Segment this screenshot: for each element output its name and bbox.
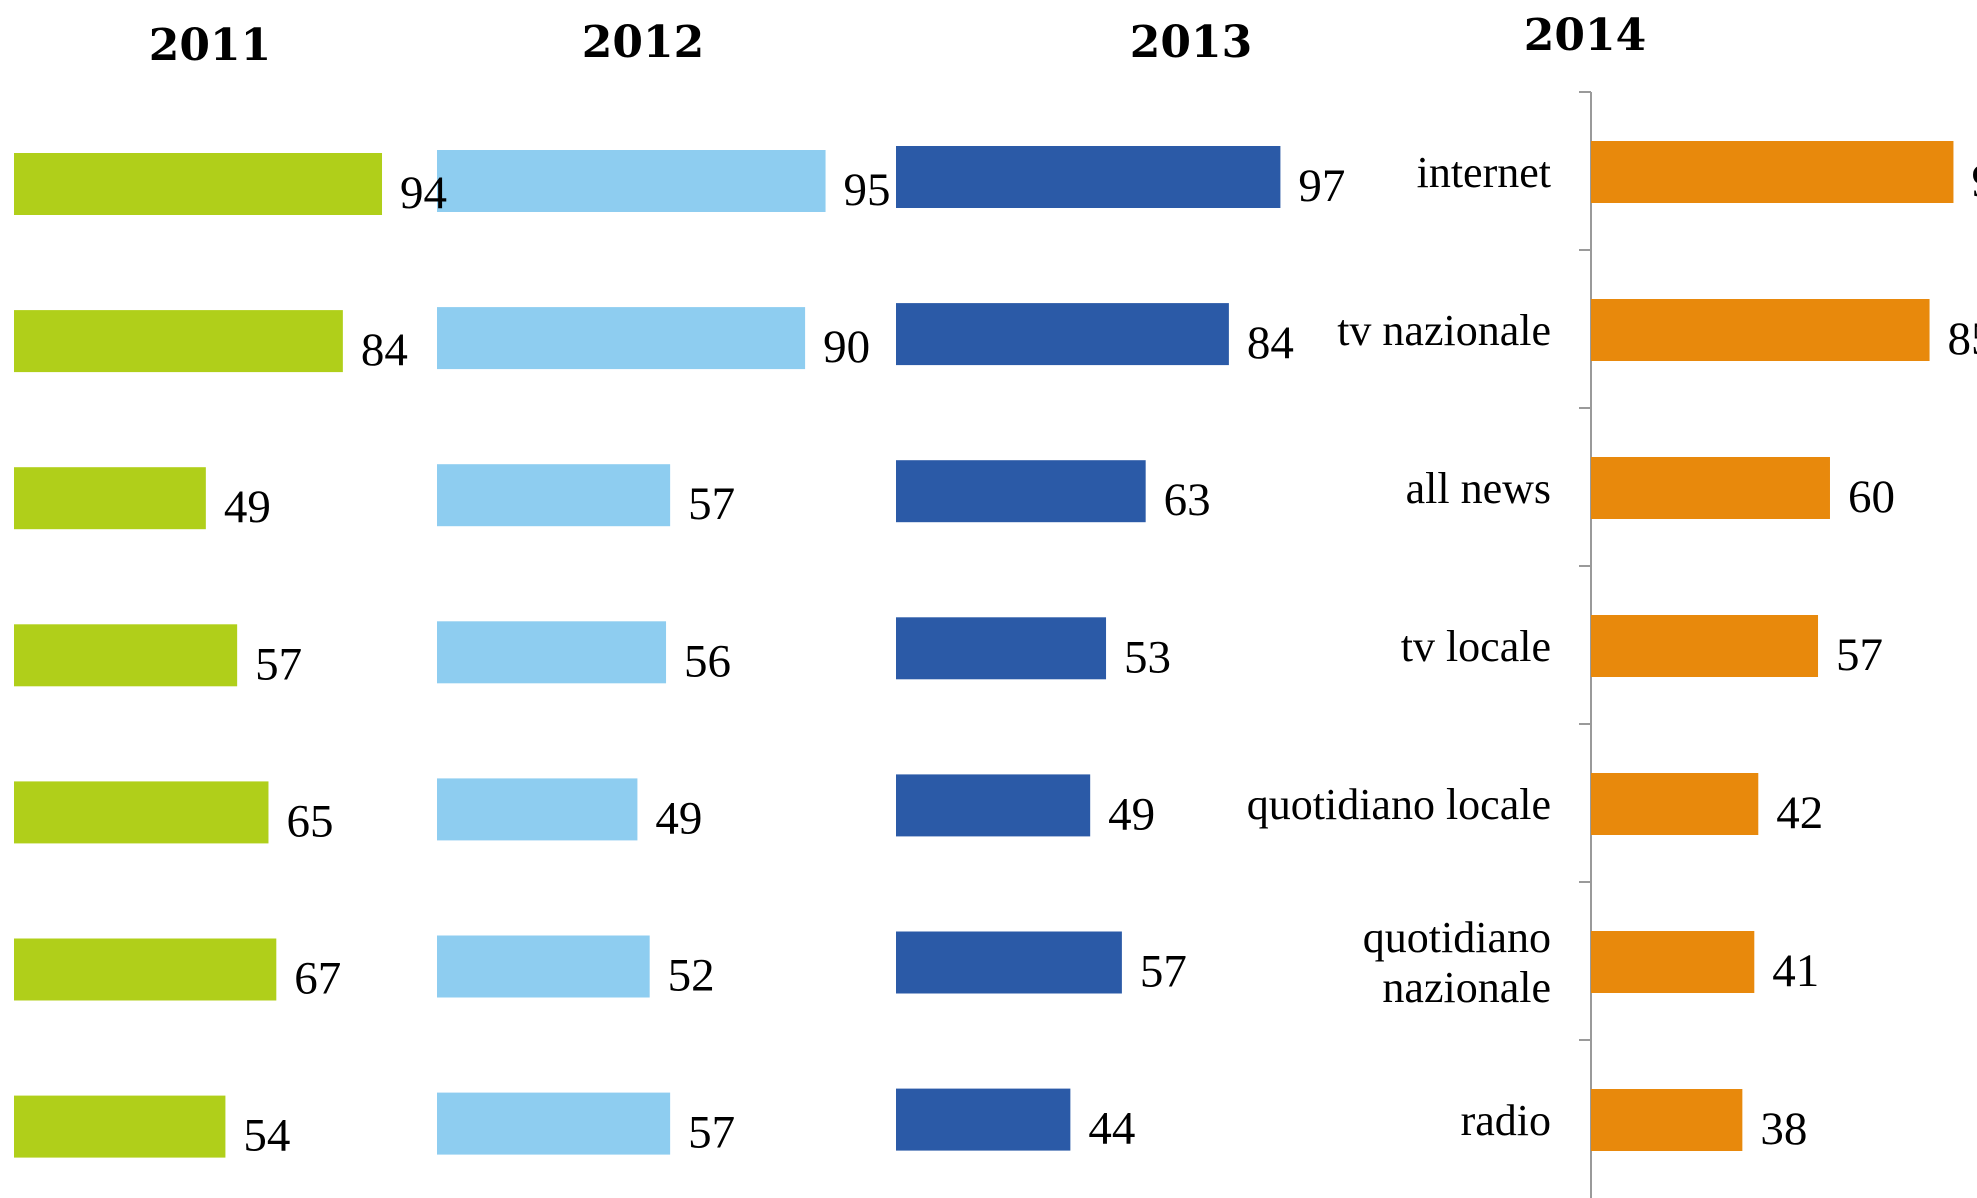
year-title-2012: 2012: [582, 17, 704, 68]
value-label-2012-2: 57: [688, 478, 735, 530]
bars-layer: [14, 141, 1954, 1158]
category-label-line: radio: [1461, 1096, 1551, 1145]
value-label-2011-1: 84: [361, 324, 408, 376]
value-label-2012-3: 56: [684, 635, 731, 687]
category-label-5: quotidiano nazionale: [1363, 913, 1551, 1012]
bar-2012-0: [437, 150, 826, 212]
bar-2013-4: [896, 774, 1091, 837]
bar-2014-4: [1591, 773, 1759, 835]
value-label-2014-3: 57: [1836, 629, 1883, 681]
value-label-2014-4: 42: [1776, 787, 1823, 839]
value-label-2013-4: 49: [1108, 788, 1155, 840]
value-label-2013-3: 53: [1124, 631, 1171, 683]
category-label-line: tv nazionale: [1337, 306, 1551, 355]
bar-2014-1: [1591, 299, 1930, 361]
value-label-2014-5: 41: [1772, 945, 1819, 997]
bar-2011-6: [14, 1095, 226, 1158]
bar-2013-5: [896, 931, 1122, 994]
value-label-2013-1: 84: [1247, 317, 1294, 369]
bar-2011-1: [14, 310, 343, 373]
bar-2012-6: [437, 1092, 671, 1155]
category-label-line: quotidiano locale: [1247, 780, 1551, 829]
bar-2014-3: [1591, 615, 1819, 677]
category-label-line: tv locale: [1401, 622, 1551, 671]
bar-2014-5: [1591, 931, 1755, 993]
value-labels: 94 84 49 57 65 67 54 95 90 57 56 49 52 57 97 84 63 53 49 57…: [224, 155, 1977, 1162]
category-label-line: all news: [1406, 464, 1551, 513]
bar-2014-6: [1591, 1089, 1743, 1151]
year-title-2014: 2014: [1524, 10, 1646, 61]
value-label-2013-5: 57: [1140, 946, 1187, 998]
bar-2012-4: [437, 778, 638, 841]
axis-layer: [1579, 91, 1592, 1198]
value-label-2012-1: 90: [823, 321, 870, 373]
value-label-2013-6: 44: [1088, 1103, 1135, 1155]
value-label-2013-0: 97: [1298, 160, 1345, 212]
bar-2014-0: [1591, 141, 1954, 203]
category-label-1: tv nazionale: [1337, 306, 1551, 355]
category-label-line: internet: [1417, 148, 1551, 197]
bar-2011-3: [14, 624, 238, 687]
value-label-2012-5: 52: [668, 950, 715, 1002]
category-label-4: quotidiano locale: [1247, 780, 1551, 829]
value-label-2013-2: 63: [1164, 474, 1211, 526]
category-label-2: all news: [1406, 464, 1551, 513]
value-label-2011-3: 57: [255, 638, 302, 690]
bar-2013-3: [896, 617, 1107, 680]
value-label-2014-6: 38: [1760, 1103, 1807, 1155]
category-label-line: quotidiano: [1363, 913, 1551, 962]
year-title-2011: 2011: [149, 20, 271, 71]
value-label-2011-0: 94: [400, 167, 447, 219]
value-label-2011-6: 54: [243, 1110, 290, 1162]
value-label-2014-1: 85: [1948, 313, 1977, 365]
value-label-2011-4: 65: [286, 795, 333, 847]
bar-2012-1: [437, 307, 806, 370]
category-label-3: tv locale: [1401, 622, 1551, 671]
bar-2012-5: [437, 935, 650, 998]
bar-2013-2: [896, 460, 1146, 523]
bar-2012-3: [437, 621, 667, 684]
value-label-2012-0: 95: [844, 164, 891, 216]
value-label-2011-2: 49: [224, 481, 271, 533]
value-label-2014-2: 60: [1848, 471, 1895, 523]
bar-2013-0: [896, 146, 1281, 208]
value-label-2012-6: 57: [688, 1107, 735, 1159]
year-title-2013: 2013: [1130, 17, 1252, 68]
bar-2011-5: [14, 938, 277, 1001]
bar-2012-2: [437, 464, 671, 527]
category-labels: internet tv nazionale all news tv locale quo…: [1247, 148, 1551, 1145]
bar-2011-2: [14, 467, 206, 530]
value-label-2011-5: 67: [294, 953, 341, 1005]
category-label-0: internet: [1417, 148, 1551, 197]
year-titles: 2011 2012 2013 2014: [149, 10, 1646, 71]
bar-2013-1: [896, 303, 1229, 366]
bar-2011-0: [14, 153, 383, 215]
category-label-line: nazionale: [1382, 963, 1551, 1012]
bar-2011-4: [14, 781, 269, 844]
category-label-6: radio: [1461, 1096, 1551, 1145]
bar-2014-2: [1591, 457, 1830, 519]
value-label-2012-4: 49: [655, 792, 702, 844]
value-label-2014-0: 91: [1971, 155, 1977, 207]
bar-2013-6: [896, 1088, 1071, 1151]
